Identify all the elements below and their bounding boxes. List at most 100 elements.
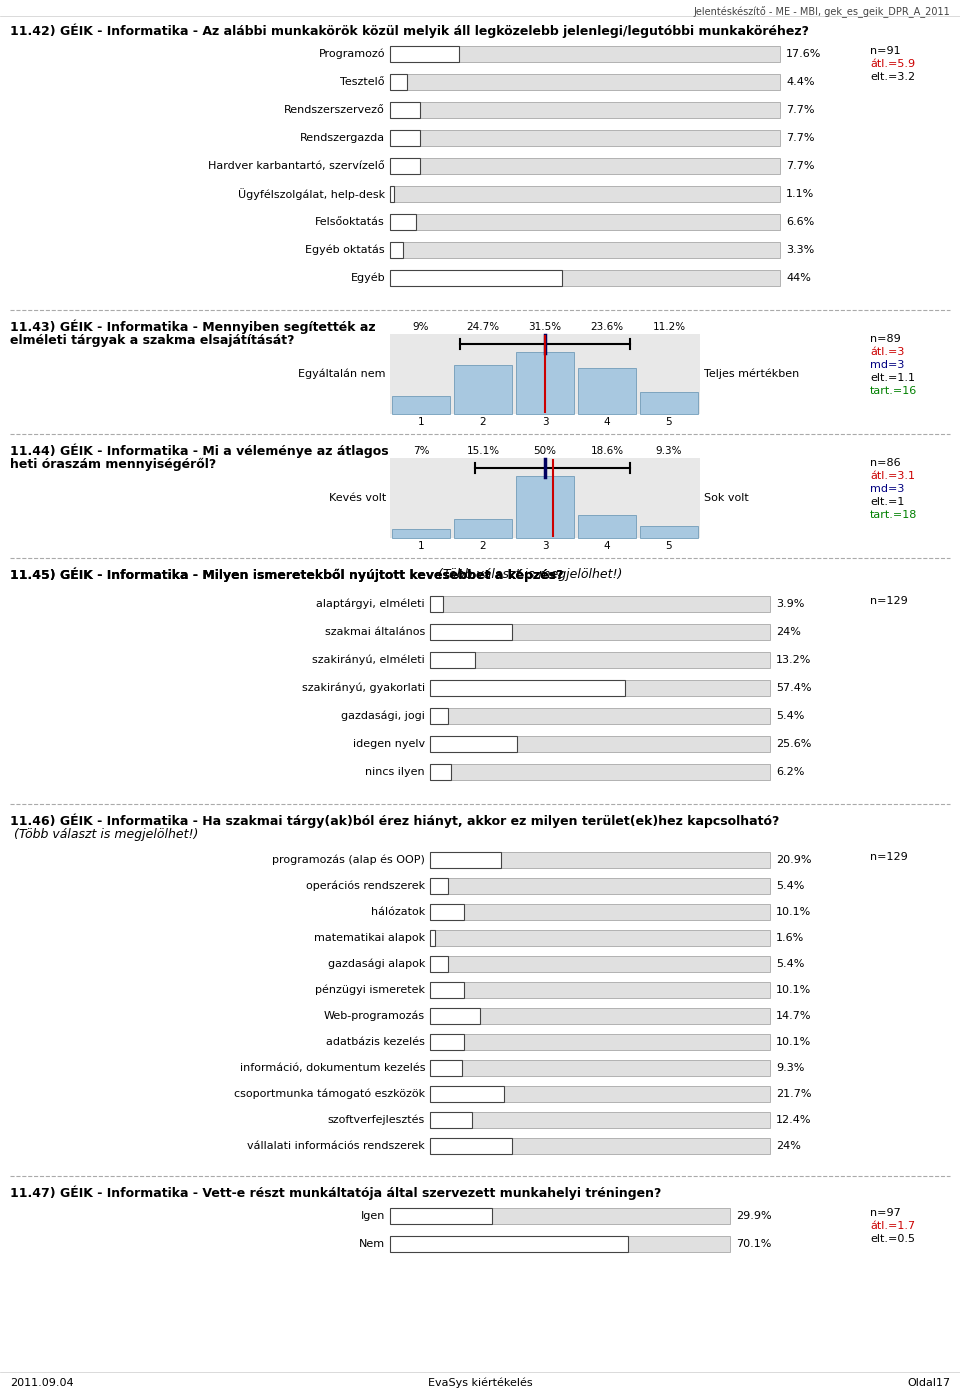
Bar — [390, 333, 700, 414]
Bar — [516, 352, 574, 414]
Text: átl.=1.7: átl.=1.7 — [870, 1221, 915, 1230]
Text: Igen: Igen — [361, 1211, 385, 1221]
Text: 20.9%: 20.9% — [776, 855, 811, 865]
Text: 6.2%: 6.2% — [776, 767, 804, 777]
Bar — [516, 476, 574, 538]
Bar — [390, 186, 395, 202]
Text: operációs rendszerek: operációs rendszerek — [306, 880, 425, 891]
Text: szoftverfejlesztés: szoftverfejlesztés — [327, 1115, 425, 1126]
Text: 3: 3 — [541, 417, 548, 427]
Bar — [392, 529, 450, 538]
Text: 17.6%: 17.6% — [786, 49, 822, 59]
Bar — [578, 515, 636, 538]
Text: szakirányú, gyakorlati: szakirányú, gyakorlati — [301, 682, 425, 693]
Bar — [390, 74, 780, 91]
Bar — [640, 526, 698, 538]
Text: alaptárgyi, elméleti: alaptárgyi, elméleti — [317, 598, 425, 610]
Text: 21.7%: 21.7% — [776, 1089, 811, 1099]
Text: 7.7%: 7.7% — [786, 105, 814, 114]
Text: Hardver karbantartó, szervízelő: Hardver karbantartó, szervízelő — [208, 160, 385, 172]
Text: Rendszergazda: Rendszergazda — [300, 133, 385, 144]
Text: átl.=3.1: átl.=3.1 — [870, 472, 915, 481]
Bar — [640, 392, 698, 414]
Bar — [430, 709, 770, 724]
Bar — [390, 213, 416, 230]
Bar — [430, 1060, 770, 1076]
Bar — [430, 596, 444, 612]
Bar — [390, 46, 459, 61]
Bar — [430, 764, 451, 780]
Bar — [430, 877, 448, 894]
Text: tart.=16: tart.=16 — [870, 386, 917, 396]
Text: információ, dokumentum kezelés: információ, dokumentum kezelés — [239, 1063, 425, 1073]
Text: Ügyfélszolgálat, help-desk: Ügyfélszolgálat, help-desk — [238, 188, 385, 199]
Text: 1: 1 — [418, 541, 424, 551]
Bar — [390, 271, 562, 286]
Bar — [392, 396, 450, 414]
Text: 11.43) GÉIK - Informatika - Mennyiben segítették az: 11.43) GÉIK - Informatika - Mennyiben se… — [10, 319, 375, 335]
Text: vállalati információs rendszerek: vállalati információs rendszerek — [248, 1141, 425, 1151]
Text: 70.1%: 70.1% — [736, 1239, 772, 1249]
Bar — [430, 956, 448, 972]
Text: Oldal17: Oldal17 — [907, 1378, 950, 1388]
Bar — [390, 1236, 730, 1251]
Text: szakirányú, elméleti: szakirányú, elméleti — [312, 654, 425, 665]
Text: Jelentéskészítő - ME - MBI, gek_es_geik_DPR_A_2011: Jelentéskészítő - ME - MBI, gek_es_geik_… — [693, 6, 950, 18]
Text: 5.4%: 5.4% — [776, 882, 804, 891]
Text: Teljes mértékben: Teljes mértékben — [704, 368, 800, 379]
Bar — [578, 367, 636, 414]
Bar — [430, 852, 770, 868]
Bar — [430, 1112, 472, 1129]
Bar — [430, 982, 465, 997]
Bar — [430, 1009, 770, 1024]
Text: 3.3%: 3.3% — [786, 246, 814, 255]
Text: tart.=18: tart.=18 — [870, 511, 918, 520]
Text: 31.5%: 31.5% — [528, 322, 562, 332]
Text: 4: 4 — [604, 541, 611, 551]
Text: 11.47) GÉIK - Informatika - Vett-e részt munkáltatója által szervezett munkahely: 11.47) GÉIK - Informatika - Vett-e részt… — [10, 1186, 661, 1201]
Text: elméleti tárgyak a szakma elsajátítását?: elméleti tárgyak a szakma elsajátítását? — [10, 333, 295, 347]
Text: idegen nyelv: idegen nyelv — [353, 739, 425, 749]
Text: 11.45) GÉIK - Informatika - Milyen ismeretekből nyújtott kevesebbet a képzés?: 11.45) GÉIK - Informatika - Milyen ismer… — [10, 568, 564, 583]
Bar — [390, 1208, 492, 1223]
Text: 7.7%: 7.7% — [786, 160, 814, 172]
Text: 4.4%: 4.4% — [786, 77, 814, 86]
Text: 29.9%: 29.9% — [736, 1211, 772, 1221]
Text: Programozó: Programozó — [319, 49, 385, 59]
Text: 1.6%: 1.6% — [776, 933, 804, 943]
Bar — [390, 130, 780, 146]
Bar — [430, 1085, 504, 1102]
Text: szakmai általános: szakmai általános — [324, 626, 425, 638]
Text: programozás (alap és OOP): programozás (alap és OOP) — [272, 855, 425, 865]
Text: n=91: n=91 — [870, 46, 900, 56]
Bar — [430, 1034, 465, 1050]
Bar — [390, 46, 780, 61]
Bar — [430, 624, 770, 640]
Bar — [430, 737, 770, 752]
Text: 7%: 7% — [413, 446, 429, 456]
Text: adatbázis kezelés: adatbázis kezelés — [326, 1036, 425, 1048]
Bar — [430, 679, 770, 696]
Text: 44%: 44% — [786, 273, 811, 283]
Text: 11.46) GÉIK - Informatika - Ha szakmai tárgy(ak)ból érez hiányt, akkor ez milyen: 11.46) GÉIK - Informatika - Ha szakmai t… — [10, 815, 780, 829]
Text: Web-programozás: Web-programozás — [324, 1011, 425, 1021]
Text: 14.7%: 14.7% — [776, 1011, 811, 1021]
Text: (Több választ is megjelölhet!): (Több választ is megjelölhet!) — [10, 829, 199, 841]
Bar — [430, 877, 770, 894]
Text: 10.1%: 10.1% — [776, 1036, 811, 1048]
Text: matematikai alapok: matematikai alapok — [314, 933, 425, 943]
Text: n=89: n=89 — [870, 333, 900, 345]
Bar — [390, 1208, 730, 1223]
Bar — [430, 1060, 462, 1076]
Bar — [390, 158, 780, 174]
Text: gazdasági, jogi: gazdasági, jogi — [341, 710, 425, 721]
Bar — [454, 365, 512, 414]
Text: 11.45) GÉIK - Informatika - Milyen ismeretekből nyújtott kevesebbet a képzés?: 11.45) GÉIK - Informatika - Milyen ismer… — [10, 568, 564, 583]
Bar — [430, 1034, 770, 1050]
Text: 18.6%: 18.6% — [590, 446, 624, 456]
Text: elt.=0.5: elt.=0.5 — [870, 1235, 915, 1244]
Bar — [390, 213, 780, 230]
Text: 23.6%: 23.6% — [590, 322, 624, 332]
Text: csoportmunka támogató eszközök: csoportmunka támogató eszközök — [234, 1088, 425, 1099]
Bar — [430, 930, 770, 946]
